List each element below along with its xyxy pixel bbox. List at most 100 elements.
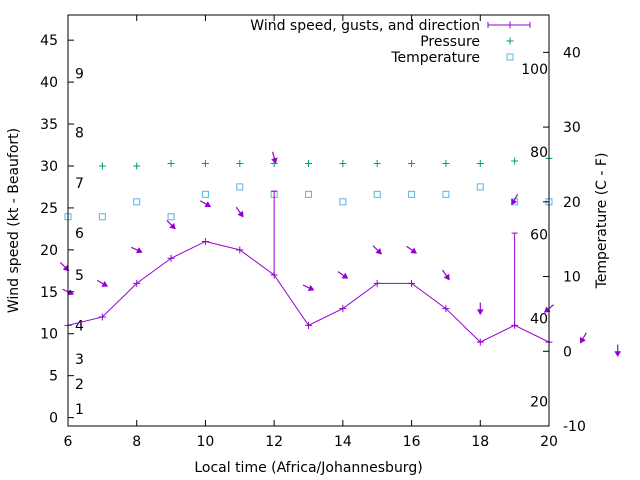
right-y-tick-label: 10	[563, 270, 581, 286]
wind-series	[64, 190, 553, 346]
beaufort-label: 6	[75, 226, 84, 242]
fahrenheit-label: 100	[521, 62, 548, 78]
wind-direction-arrow-head	[476, 309, 484, 316]
beaufort-labels: 1 2 3 4 5 6 7 8 9	[75, 67, 84, 419]
pressure-point	[236, 159, 244, 167]
legend-label: Wind speed, gusts, and direction	[250, 18, 480, 34]
wind-direction-arrow	[511, 194, 519, 206]
wind-direction-arrow-head	[169, 222, 176, 230]
temperature-point	[201, 190, 209, 198]
wind-direction-arrow	[131, 246, 143, 254]
beaufort-label: 1	[75, 402, 84, 418]
pressure-point	[511, 157, 519, 165]
pressure-point	[167, 159, 175, 167]
beaufort-label: 3	[75, 352, 84, 368]
left-y-tick-label: 0	[49, 411, 58, 427]
temperature-point	[442, 190, 450, 198]
wind-direction-arrow	[614, 344, 622, 357]
right-y-tick-label: -10	[563, 419, 586, 435]
pressure-point	[476, 159, 484, 167]
wind-direction-arrow	[406, 245, 417, 254]
legend-temperature-marker	[506, 53, 514, 61]
fahrenheit-label: 80	[530, 145, 548, 161]
left-y-tick-label: 20	[40, 243, 58, 259]
temperature-point	[305, 190, 312, 198]
x-axis-label: Local time (Africa/Johannesburg)	[194, 460, 422, 476]
wind-speed-point	[476, 338, 484, 346]
right-y-tick-label: 20	[563, 195, 581, 211]
fahrenheit-label: 40	[530, 311, 548, 327]
wind-direction-arrow	[337, 271, 349, 279]
temperature-series	[64, 183, 553, 221]
temperature-point	[476, 183, 484, 191]
wind-direction-arrows	[59, 151, 622, 357]
wind-direction-arrow-head	[511, 198, 518, 206]
pressure-point	[373, 159, 381, 167]
wind-direction-arrow-head	[271, 157, 278, 164]
x-tick-label: 10	[197, 434, 215, 450]
wind-direction-arrow-head	[135, 247, 143, 254]
wind-direction-arrow	[166, 220, 176, 230]
beaufort-label: 5	[75, 268, 84, 284]
wind-direction-arrow	[441, 269, 450, 281]
left-y-tick-label: 5	[49, 369, 58, 385]
legend: Wind speed, gusts, and directionPressure…	[250, 18, 531, 66]
x-axis-ticks: 6 8 10 12 14 16 18 20	[64, 15, 558, 450]
temperature-point	[236, 183, 244, 191]
x-tick-label: 8	[132, 434, 141, 450]
pressure-series	[98, 154, 553, 170]
pressure-point	[442, 159, 450, 167]
fahrenheit-label: 20	[530, 394, 548, 410]
temperature-point	[373, 190, 381, 198]
wind-speed-point	[98, 313, 106, 321]
wind-direction-arrow-head	[580, 336, 586, 344]
legend-label: Temperature	[390, 50, 480, 66]
wind-direction-arrow	[96, 279, 108, 287]
wind-direction-arrow	[199, 200, 212, 208]
wind-direction-arrow-head	[443, 273, 450, 281]
beaufort-label: 4	[75, 318, 84, 334]
wind-direction-arrow	[579, 332, 587, 344]
temperature-point	[133, 198, 141, 206]
legend-wind-marker	[506, 21, 514, 29]
temperature-point	[339, 198, 347, 206]
left-y-tick-label: 10	[40, 327, 58, 343]
wind-direction-arrow	[302, 284, 315, 292]
left-y-tick-label: 40	[40, 75, 58, 91]
left-y-axis-ticks: 0 5 10 15 20 25 30 35 40 45	[40, 33, 74, 427]
wind-direction-arrow-head	[204, 201, 212, 208]
x-tick-label: 16	[403, 434, 421, 450]
x-tick-label: 6	[64, 434, 73, 450]
wind-speed-point	[133, 279, 141, 287]
legend-pressure-marker	[506, 37, 514, 45]
wind-direction-arrow-head	[101, 280, 108, 287]
wind-direction-arrow	[271, 151, 278, 164]
wind-direction-arrow-head	[375, 247, 382, 255]
pressure-point	[201, 159, 209, 167]
pressure-point	[339, 159, 347, 167]
right-y-axis-ticks: -10 0 10 20 30 40	[543, 45, 586, 435]
left-y-tick-label: 35	[40, 117, 58, 133]
temperature-point	[408, 190, 416, 198]
beaufort-label: 8	[75, 125, 84, 141]
wind-speed-point	[408, 279, 416, 287]
x-tick-label: 18	[471, 434, 489, 450]
wind-speed-point	[442, 305, 450, 313]
wind-direction-arrow-head	[614, 351, 622, 357]
wind-direction-arrow-head	[307, 284, 315, 292]
wind-speed-point	[236, 246, 244, 254]
pressure-point	[408, 159, 416, 167]
right-y-tick-label: 30	[563, 120, 581, 136]
wind-direction-arrow-head	[237, 210, 244, 218]
fahrenheit-labels: 20 40 60 80 100	[521, 62, 548, 411]
wind-speed-point	[305, 321, 312, 329]
wind-direction-arrow	[235, 206, 244, 218]
wind-speed-point	[167, 254, 175, 262]
x-tick-label: 20	[540, 434, 558, 450]
wind-direction-arrow	[476, 302, 484, 316]
beaufort-label: 2	[75, 377, 84, 393]
beaufort-label: 9	[75, 67, 84, 83]
right-y-tick-label: 0	[563, 344, 572, 360]
legend-label: Pressure	[420, 34, 480, 50]
